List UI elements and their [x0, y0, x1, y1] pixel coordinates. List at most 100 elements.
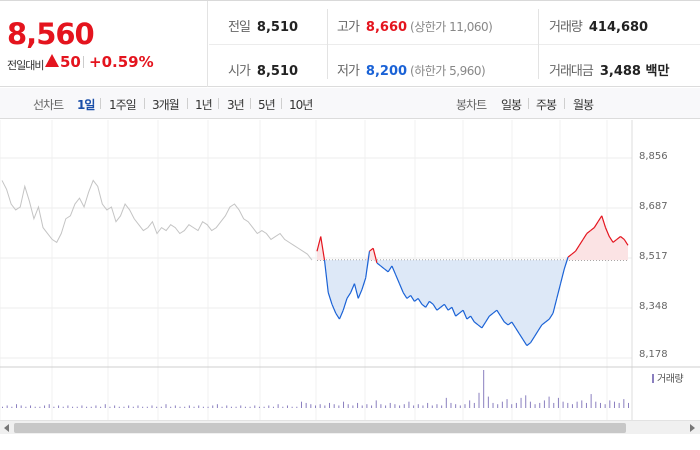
previous-day-line — [1, 179, 313, 261]
today-line-segment — [331, 304, 337, 314]
today-line-segment — [455, 312, 460, 317]
period-1d-button[interactable]: 1일 — [77, 98, 95, 112]
change-label: 전일대비 — [7, 59, 44, 72]
today-line-segment — [488, 312, 494, 317]
volume-bar — [272, 406, 274, 408]
y-tick-label: 8,348 — [639, 301, 668, 312]
today-line-segment — [503, 321, 509, 326]
period-1w-button[interactable]: 1주일 — [109, 98, 137, 112]
volume-bar — [567, 402, 569, 408]
volume-bar — [436, 404, 438, 408]
volume-bar — [174, 405, 176, 408]
today-line-segment — [432, 303, 438, 311]
price-block: 8,560 전일대비 50 +0.59% — [0, 1, 208, 87]
volume-bar — [114, 405, 116, 408]
volume-bar — [618, 402, 620, 408]
volume-bar — [581, 400, 583, 408]
volume-bar — [571, 404, 573, 408]
scroll-thumb[interactable] — [14, 423, 626, 433]
candle-daily-button[interactable]: 일봉 — [501, 98, 522, 112]
change-percent: +0.59% — [89, 53, 154, 71]
volume-bar — [459, 405, 461, 408]
volume-bar — [221, 406, 223, 408]
volume-bar — [347, 404, 349, 408]
volume-bar — [48, 404, 50, 408]
today-line-segment — [414, 297, 419, 302]
lower-limit: (하한가 5,960) — [410, 64, 486, 78]
volume-bar — [39, 406, 41, 408]
today-line-segment — [402, 292, 408, 299]
volume-bar — [585, 402, 587, 408]
today-line-segment — [406, 294, 412, 299]
volume-bar — [268, 405, 270, 408]
volume-bar — [464, 404, 466, 408]
volume-bar — [315, 405, 316, 408]
volume-bar — [34, 406, 36, 408]
period-toolbar: 선차트 1일 1주일 3개월 1년 3년 5년 10년 봉차트 일봉 주봉 월봉 — [0, 88, 700, 119]
today-line-segment — [335, 312, 340, 320]
volume-bar — [53, 406, 55, 408]
volume-bar — [445, 397, 447, 408]
volume-bar — [188, 405, 190, 408]
today-line-segment — [353, 283, 359, 299]
today-line-segment — [440, 303, 445, 308]
volume-bar — [160, 406, 162, 408]
volume-bar — [86, 406, 88, 408]
candle-monthly-button[interactable]: 월봉 — [573, 98, 594, 112]
today-line-segment — [593, 221, 599, 228]
period-5y-button[interactable]: 5년 — [258, 98, 276, 112]
today-line-segment — [384, 268, 389, 273]
today-line-segment — [552, 298, 558, 314]
today-line-segment — [443, 303, 449, 311]
scroll-right-icon[interactable] — [690, 424, 695, 432]
period-3y-button[interactable]: 3년 — [227, 98, 245, 112]
today-line-segment — [376, 262, 382, 267]
volume-bar — [576, 401, 578, 408]
y-tick-label: 8,517 — [639, 251, 668, 262]
today-line-segment — [395, 274, 400, 284]
stat-amount: 거래대금 3,488 백만 — [549, 60, 669, 79]
chart-scrollbar[interactable] — [0, 420, 700, 434]
y-tick-label: 8,856 — [639, 151, 668, 162]
price-chart[interactable]: 8,856 8,687 8,517 8,348 8,178 거래량 — [0, 120, 700, 430]
today-line-segment — [369, 247, 374, 252]
volume-bar — [497, 404, 499, 408]
today-line-segment — [526, 342, 531, 347]
volume-bar — [165, 404, 167, 408]
current-price: 8,560 — [7, 17, 95, 51]
volume-bar — [235, 406, 237, 408]
volume-bar — [58, 405, 60, 408]
volume-bar — [441, 405, 443, 408]
candle-weekly-button[interactable]: 주봉 — [536, 98, 557, 112]
volume-bar — [118, 406, 120, 408]
volume-bar — [557, 397, 559, 408]
period-10y-button[interactable]: 10년 — [289, 98, 313, 112]
chart-svg — [0, 120, 700, 420]
period-divider — [100, 98, 101, 109]
volume-bar — [543, 400, 545, 408]
volume-bar — [562, 401, 564, 408]
volume-bar — [142, 406, 144, 408]
volume-bar — [100, 406, 102, 408]
today-line-segment — [462, 309, 468, 320]
today-line-segment — [563, 256, 569, 270]
period-1y-button[interactable]: 1년 — [195, 98, 213, 112]
volume-bar — [338, 405, 340, 408]
volume-bar — [408, 401, 410, 408]
today-line-segment — [612, 238, 618, 243]
period-3m-button[interactable]: 3개월 — [152, 98, 180, 112]
upper-limit: (상한가 11,060) — [410, 20, 493, 34]
today-line-segment — [545, 318, 550, 323]
today-line-segment — [410, 295, 415, 302]
scroll-left-icon[interactable] — [4, 424, 9, 432]
today-line-segment — [459, 309, 464, 314]
volume-bar — [539, 402, 541, 408]
volume-bar — [385, 405, 387, 408]
today-line-segment — [316, 236, 322, 252]
below-baseline-area — [317, 260, 628, 346]
volume-bar — [469, 400, 471, 408]
volume-bar — [62, 406, 64, 408]
volume-bar — [366, 404, 368, 408]
today-line-segment — [338, 309, 344, 320]
y-tick-label: 8,178 — [639, 349, 668, 360]
